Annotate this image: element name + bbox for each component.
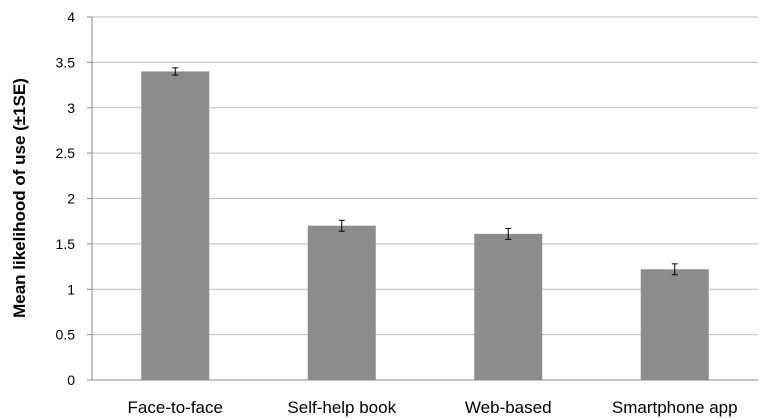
error-bars <box>172 67 678 276</box>
x-category-label: Self-help book <box>287 398 396 417</box>
bars <box>141 71 709 380</box>
y-tick-label: 4 <box>67 9 75 25</box>
bar <box>141 71 210 380</box>
x-category-label: Web-based <box>465 398 552 417</box>
bar <box>640 269 709 380</box>
y-axis-ticks: 0 0.5 1 1.5 2 2.5 3 3.5 4 <box>56 9 92 388</box>
bar <box>307 225 376 380</box>
y-axis-label: Mean likelihood of use (±1SE) <box>10 78 29 318</box>
x-axis-categories: Face-to-face Self-help book Web-based Smart… <box>128 398 738 417</box>
y-tick-label: 3 <box>67 100 75 116</box>
x-category-label: Smartphone app <box>612 398 738 417</box>
bar <box>474 233 543 380</box>
y-tick-label: 2 <box>67 191 75 207</box>
y-tick-label: 1.5 <box>56 236 76 252</box>
y-tick-label: 0 <box>67 372 75 388</box>
y-tick-label: 3.5 <box>56 54 76 70</box>
y-tick-label: 0.5 <box>56 327 76 343</box>
y-tick-label: 2.5 <box>56 145 76 161</box>
x-category-label: Face-to-face <box>128 398 223 417</box>
y-tick-label: 1 <box>67 281 75 297</box>
